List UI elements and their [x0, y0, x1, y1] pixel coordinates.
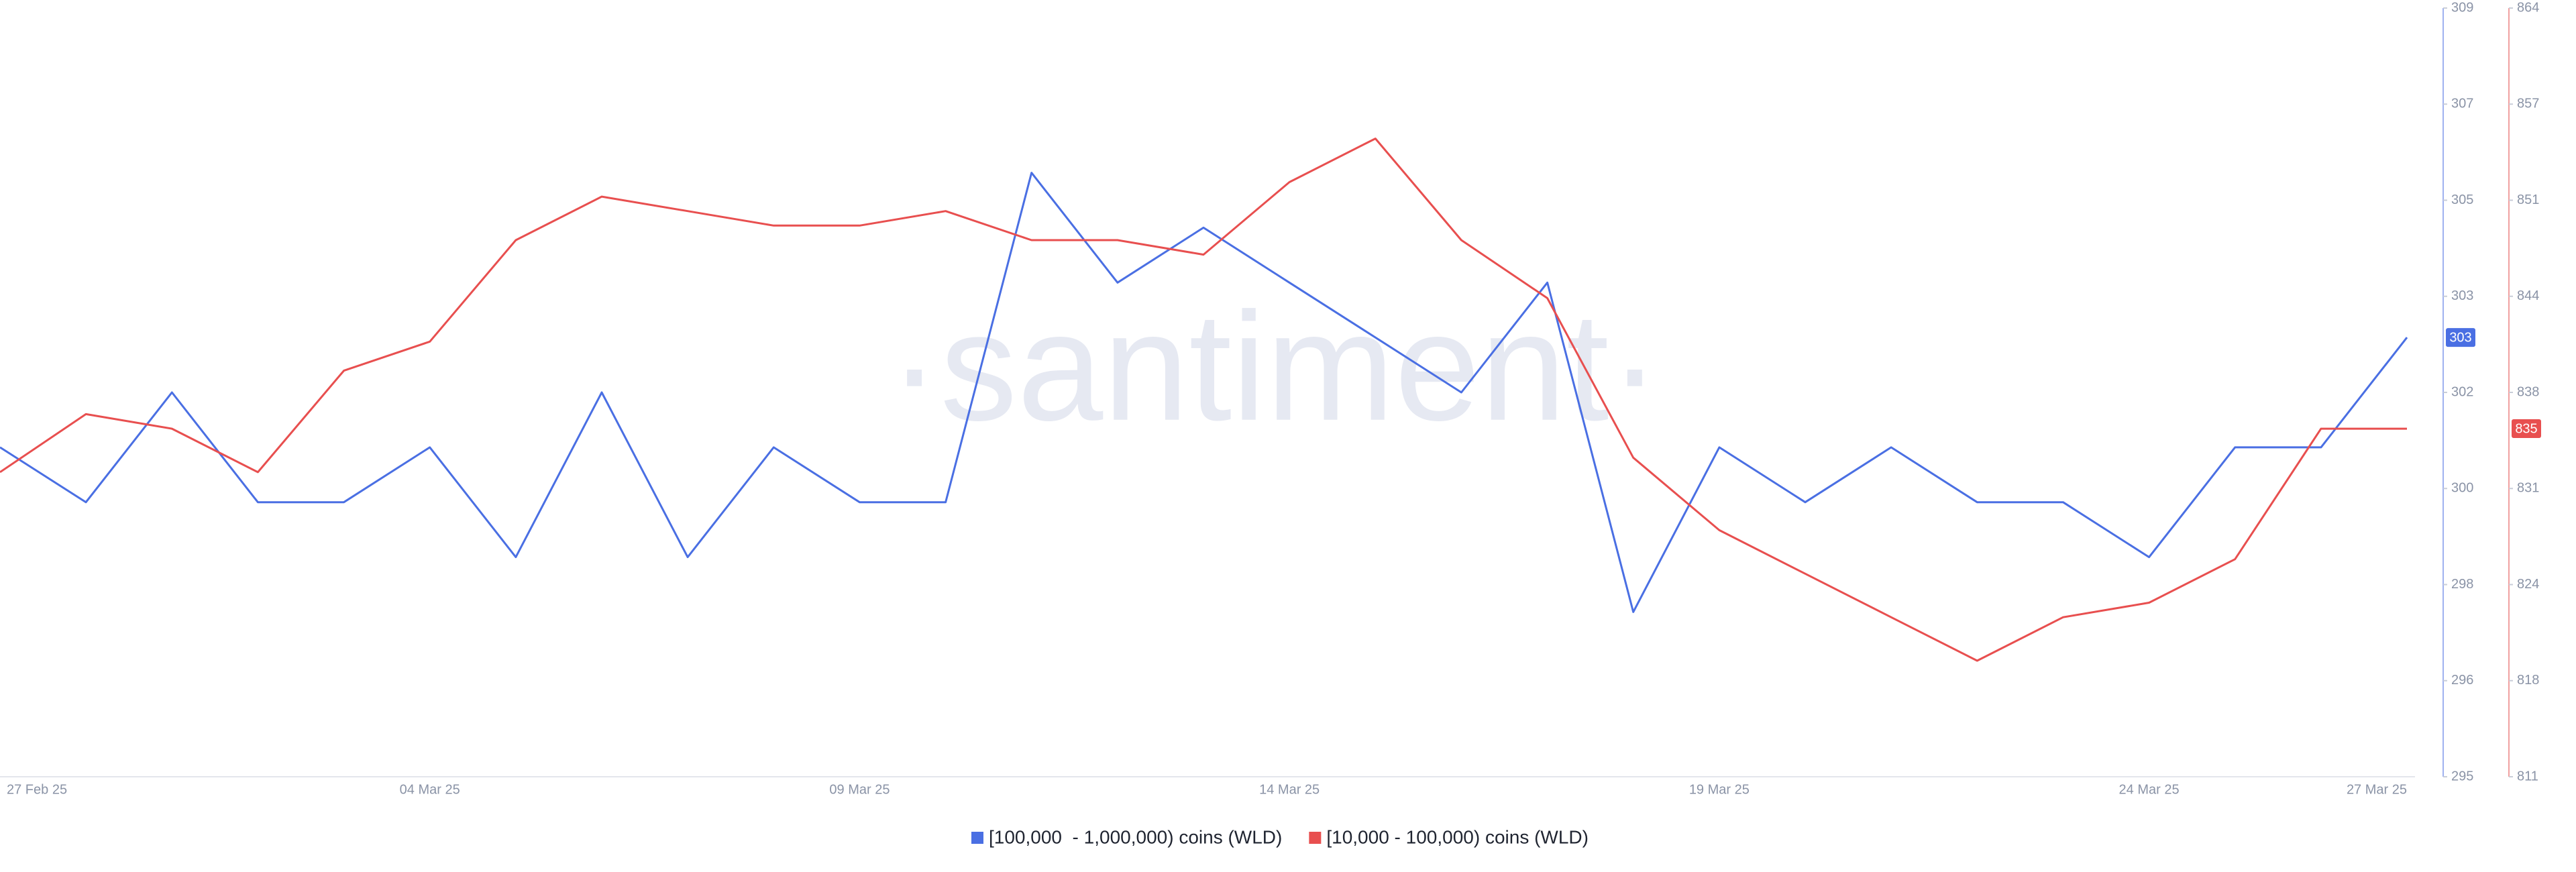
- y-tick-label: 811: [2517, 769, 2538, 783]
- value-badge-label: 835: [2515, 421, 2537, 436]
- legend-label: [100,000 - 1,000,000) coins (WLD): [989, 826, 1282, 847]
- x-tick-label: 19 Mar 25: [1689, 782, 1750, 797]
- y-tick-label: 300: [2451, 481, 2473, 496]
- value-badge: [2446, 328, 2475, 347]
- y-tick-label: 851: [2517, 193, 2539, 207]
- watermark: ·santiment·: [889, 280, 1660, 453]
- series-line: [0, 172, 2408, 613]
- value-badge-label: 303: [2449, 330, 2471, 345]
- y-tick-label: 838: [2517, 384, 2539, 399]
- y-tick-label: 303: [2451, 288, 2473, 303]
- y-tick-label: 831: [2517, 481, 2539, 496]
- x-tick-label: 04 Mar 25: [400, 782, 460, 797]
- legend-swatch: [971, 832, 983, 844]
- value-badge: [2512, 419, 2541, 439]
- x-tick-label: 14 Mar 25: [1259, 782, 1320, 797]
- legend: [100,000 - 1,000,000) coins (WLD) [10,000…: [971, 826, 1589, 847]
- y-tick-label: 857: [2517, 97, 2539, 111]
- y-tick-label: 295: [2451, 769, 2473, 783]
- y-tick-label: 864: [2517, 0, 2539, 15]
- y-tick-label: 296: [2451, 673, 2473, 688]
- y-tick-label: 307: [2451, 97, 2473, 111]
- x-tick-label: 27 Feb 25: [7, 782, 67, 797]
- legend-swatch: [1309, 832, 1322, 844]
- y-tick-label: 305: [2451, 193, 2473, 207]
- series-line: [0, 138, 2407, 662]
- y-tick-label: 298: [2451, 577, 2473, 592]
- y-tick-label: 824: [2517, 577, 2539, 592]
- x-tick-label: 09 Mar 25: [829, 782, 890, 797]
- x-tick-label: 27 Mar 25: [2347, 782, 2407, 797]
- y-tick-label: 844: [2517, 288, 2539, 303]
- y-tick-label: 818: [2517, 673, 2539, 688]
- x-tick-label: 24 Mar 25: [2119, 782, 2180, 797]
- legend-label: [10,000 - 100,000) coins (WLD): [1326, 826, 1589, 847]
- y-tick-label: 309: [2451, 0, 2473, 15]
- y-tick-label: 302: [2451, 384, 2473, 399]
